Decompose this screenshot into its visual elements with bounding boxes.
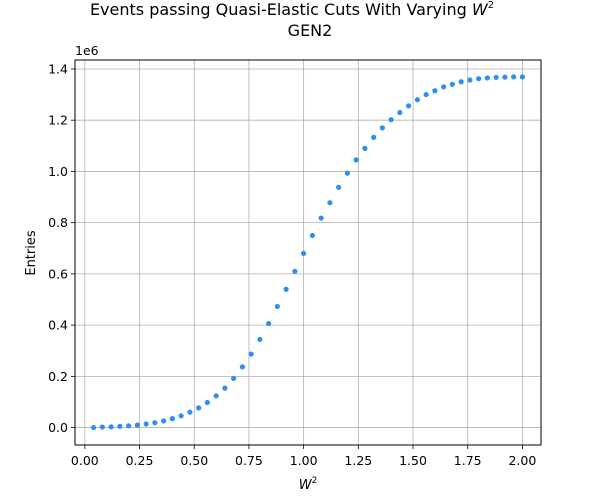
y-tick-label: 0.6 bbox=[48, 266, 68, 281]
y-axis-label: Entries bbox=[24, 230, 39, 276]
data-point bbox=[336, 184, 342, 190]
data-point bbox=[108, 424, 114, 430]
data-point bbox=[143, 421, 149, 427]
y-tick-label: 0.4 bbox=[48, 318, 68, 333]
data-point bbox=[169, 416, 175, 422]
y-tick-label: 0.0 bbox=[48, 420, 68, 435]
data-point bbox=[222, 385, 228, 391]
data-point bbox=[152, 420, 158, 426]
y-tick-label: 1.4 bbox=[48, 61, 68, 76]
data-point bbox=[248, 351, 254, 357]
data-point bbox=[414, 97, 420, 103]
data-point bbox=[301, 250, 307, 256]
data-point bbox=[257, 336, 263, 343]
x-tick-label: 0.00 bbox=[71, 453, 99, 468]
data-points bbox=[90, 74, 526, 431]
data-point bbox=[502, 74, 508, 80]
x-tick-label: 1.75 bbox=[454, 453, 482, 468]
data-point bbox=[117, 423, 123, 429]
data-point bbox=[196, 405, 202, 411]
data-point bbox=[388, 117, 394, 123]
data-point bbox=[126, 423, 132, 429]
chart-title-line2: GEN2 bbox=[288, 21, 333, 40]
data-point bbox=[519, 74, 526, 80]
y-axis: 0.0 0.2 0.4 0.6 0.8 1.0 1.2 1.4 bbox=[48, 61, 75, 435]
data-point bbox=[274, 303, 280, 310]
data-point bbox=[99, 424, 105, 430]
data-point bbox=[353, 157, 359, 163]
x-axis: 0.00 0.25 0.50 0.75 1.00 1.25 1.50 1.75 2.00 bbox=[71, 445, 536, 468]
x-tick-label: 0.50 bbox=[180, 453, 208, 468]
data-point bbox=[344, 170, 350, 176]
data-point bbox=[231, 375, 237, 381]
data-point bbox=[484, 75, 490, 81]
data-point bbox=[178, 413, 184, 419]
x-tick-label: 1.00 bbox=[290, 453, 318, 468]
data-point bbox=[187, 409, 193, 415]
y-tick-label: 0.8 bbox=[48, 215, 68, 230]
y-tick-label: 0.2 bbox=[48, 369, 68, 384]
data-point bbox=[213, 393, 219, 399]
data-point bbox=[476, 76, 482, 82]
y-offset-label: 1e6 bbox=[75, 43, 99, 58]
x-tick-label: 1.25 bbox=[344, 453, 372, 468]
data-point bbox=[362, 145, 368, 151]
y-tick-label: 1.2 bbox=[48, 113, 68, 128]
data-point bbox=[90, 424, 97, 431]
y-tick-label: 1.0 bbox=[48, 164, 68, 179]
grid bbox=[75, 60, 541, 445]
data-point bbox=[493, 74, 499, 81]
data-point bbox=[327, 200, 333, 206]
data-point bbox=[449, 81, 455, 87]
x-tick-label: 2.00 bbox=[508, 453, 536, 468]
data-point bbox=[309, 232, 315, 239]
x-tick-label: 1.50 bbox=[399, 453, 427, 468]
data-point bbox=[266, 320, 272, 327]
data-point bbox=[458, 79, 464, 85]
data-point bbox=[283, 286, 289, 292]
data-point bbox=[161, 418, 167, 424]
data-point bbox=[432, 88, 438, 94]
data-point bbox=[204, 399, 210, 406]
data-point bbox=[441, 84, 447, 90]
data-point bbox=[423, 91, 429, 98]
x-axis-label: W2 bbox=[299, 476, 318, 493]
data-point bbox=[467, 77, 473, 83]
data-point bbox=[379, 125, 385, 131]
data-point bbox=[406, 103, 412, 109]
x-tick-label: 0.75 bbox=[235, 453, 263, 468]
data-point bbox=[397, 109, 403, 116]
data-point bbox=[134, 422, 140, 428]
data-point bbox=[318, 215, 324, 221]
chart-title-line1: Events passing Quasi-Elastic Cuts With V… bbox=[90, 0, 494, 19]
data-point bbox=[292, 268, 298, 274]
data-point bbox=[511, 74, 517, 80]
x-tick-label: 0.25 bbox=[126, 453, 154, 468]
data-point bbox=[371, 134, 377, 140]
data-point bbox=[239, 364, 245, 370]
plot-frame bbox=[74, 59, 542, 446]
